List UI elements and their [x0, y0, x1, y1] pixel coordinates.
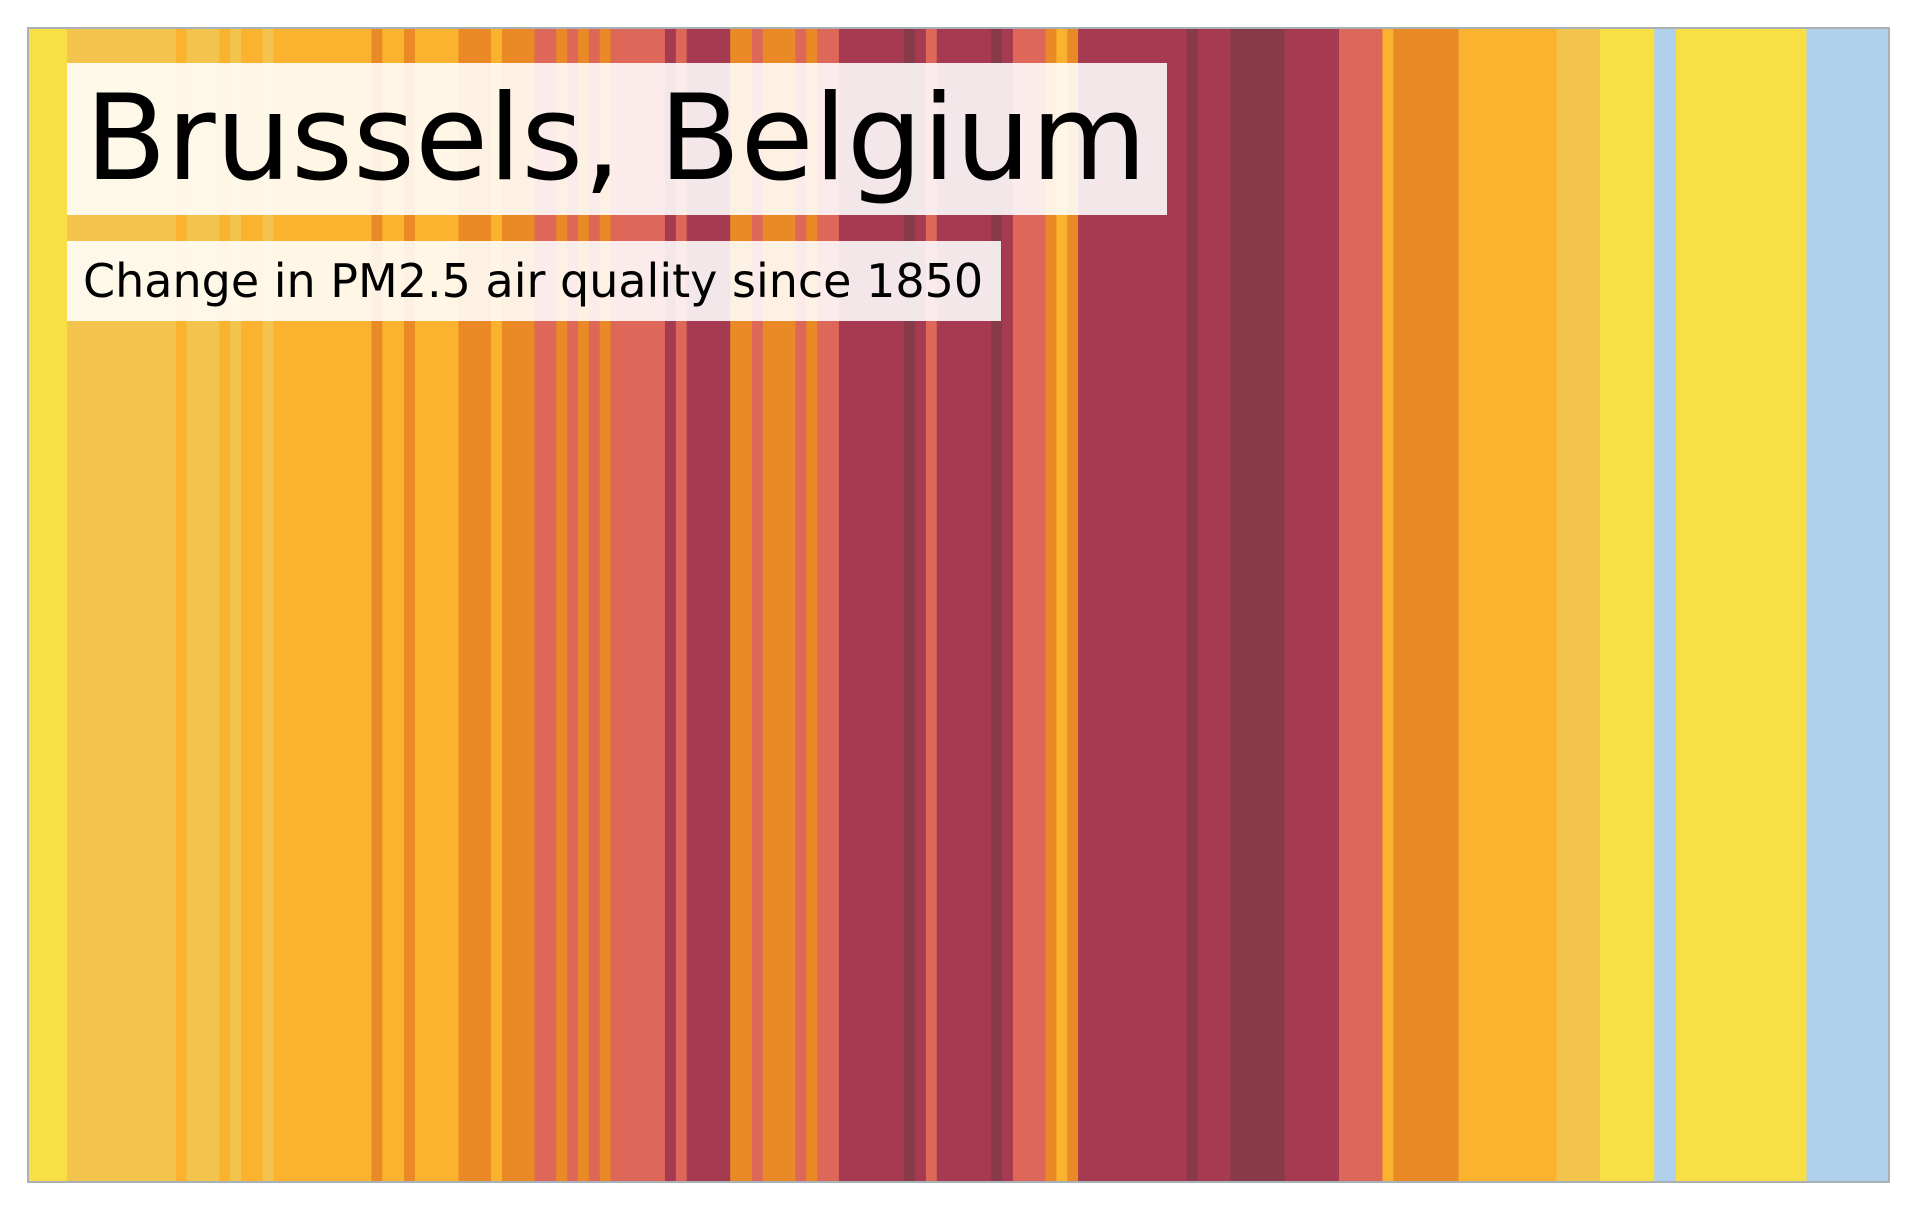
- stripe-46: [1230, 29, 1286, 1181]
- stripe-33: [904, 29, 916, 1181]
- stripe-52: [1556, 29, 1601, 1181]
- chart-title: Brussels, Belgium: [85, 69, 1147, 208]
- stripe-48: [1339, 29, 1384, 1181]
- stripe-22: [610, 29, 666, 1181]
- stripe-38: [1001, 29, 1014, 1181]
- stripe-32: [838, 29, 905, 1181]
- stripe-24: [675, 29, 688, 1181]
- stripe-49: [1382, 29, 1394, 1181]
- stripe-29: [795, 29, 807, 1181]
- stripe-5: [230, 29, 242, 1181]
- stripe-56: [1806, 29, 1888, 1181]
- stripe-35: [925, 29, 938, 1181]
- stripe-13: [458, 29, 492, 1181]
- stripe-41: [1056, 29, 1068, 1181]
- stripe-42: [1067, 29, 1079, 1181]
- stripe-19: [578, 29, 590, 1181]
- stripe-4: [219, 29, 231, 1181]
- stripe-47: [1284, 29, 1340, 1181]
- stripe-53: [1599, 29, 1655, 1181]
- stripe-51: [1458, 29, 1558, 1181]
- subtitle-box: Change in PM2.5 air quality since 1850: [67, 241, 1002, 321]
- stripe-18: [567, 29, 579, 1181]
- stripe-27: [751, 29, 764, 1181]
- stripe-36: [936, 29, 992, 1181]
- stripe-15: [501, 29, 536, 1181]
- stripe-9: [371, 29, 383, 1181]
- stripe-44: [1186, 29, 1199, 1181]
- stripe-23: [664, 29, 677, 1181]
- stripe-50: [1393, 29, 1460, 1181]
- stripe-39: [1012, 29, 1047, 1181]
- stripe-28: [762, 29, 797, 1181]
- stripe-45: [1197, 29, 1231, 1181]
- stripe-54: [1654, 29, 1677, 1181]
- title-box: Brussels, Belgium: [67, 63, 1167, 215]
- stripe-7: [262, 29, 275, 1181]
- stripe-2: [175, 29, 188, 1181]
- stripe-30: [806, 29, 818, 1181]
- stripe-12: [414, 29, 460, 1181]
- stripe-25: [686, 29, 731, 1181]
- stripe-14: [491, 29, 503, 1181]
- stripe-0: [29, 29, 68, 1181]
- stripe-43: [1078, 29, 1188, 1181]
- stripe-3: [186, 29, 220, 1181]
- chart-subtitle: Change in PM2.5 air quality since 1850: [83, 254, 984, 308]
- stripe-20: [588, 29, 601, 1181]
- stripe-8: [273, 29, 373, 1181]
- stripe-40: [1045, 29, 1057, 1181]
- stripe-11: [404, 29, 416, 1181]
- stripe-37: [991, 29, 1003, 1181]
- stripe-1: [67, 29, 177, 1181]
- stripe-17: [556, 29, 568, 1181]
- stripe-21: [599, 29, 612, 1181]
- stripe-34: [915, 29, 927, 1181]
- stripe-55: [1676, 29, 1808, 1181]
